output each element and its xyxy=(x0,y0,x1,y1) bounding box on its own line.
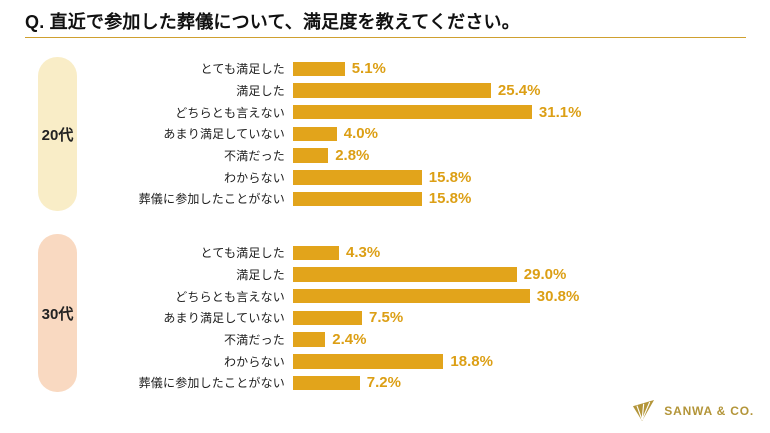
category-label: とても満足した xyxy=(200,246,285,261)
age-group-pill-30s: 30代 xyxy=(38,234,77,392)
category-label: どちらとも言えない xyxy=(175,289,285,304)
value-label: 2.4% xyxy=(332,331,367,349)
bar-chart-30s: とても満足した 4.3% 満足した 29.0% どちらとも言えない 30.8% あまり満足し… xyxy=(77,242,580,394)
bar xyxy=(293,375,360,391)
chart-row: 葬儀に参加したことがない 15.8% xyxy=(77,188,581,210)
value-label: 15.8% xyxy=(428,168,472,186)
chart-row: あまり満足していない 4.0% xyxy=(77,123,581,145)
chart-row: とても満足した 4.3% xyxy=(77,242,579,264)
bar xyxy=(293,267,517,282)
category-label: あまり満足していない xyxy=(163,311,285,326)
age-group-pill-20s: 20代 xyxy=(38,57,77,211)
company-logo: SANWA & CO. xyxy=(632,399,754,422)
category-label: 満足した xyxy=(236,268,285,283)
bar xyxy=(293,104,532,120)
bar xyxy=(293,126,337,142)
value-label: 15.8% xyxy=(428,190,472,208)
value-label: 2.8% xyxy=(335,147,370,165)
category-label: 満足した xyxy=(236,84,285,99)
category-label: わからない xyxy=(223,170,285,185)
chart-row: わからない 18.8% xyxy=(77,350,579,372)
category-label: わからない xyxy=(223,354,285,369)
bar xyxy=(293,310,362,326)
bar xyxy=(293,245,339,261)
chart-row: わからない 15.8% xyxy=(77,166,581,188)
category-label: 不満だった xyxy=(223,149,285,164)
bar xyxy=(293,61,345,77)
value-label: 5.1% xyxy=(351,60,386,78)
category-label: 葬儀に参加したことがない xyxy=(138,192,285,207)
chart-row: あまり満足していない 7.5% xyxy=(77,307,579,329)
category-label: とても満足した xyxy=(200,62,285,77)
chart-row: どちらとも言えない 31.1% xyxy=(77,101,581,123)
value-label: 4.3% xyxy=(346,244,381,262)
value-label: 4.0% xyxy=(343,125,378,143)
category-label: 不満だった xyxy=(223,333,285,348)
category-label: あまり満足していない xyxy=(163,127,285,142)
bar xyxy=(293,148,329,163)
bar xyxy=(293,288,530,304)
paper-plane-icon xyxy=(633,399,655,422)
chart-row: 満足した 25.4% xyxy=(77,80,581,102)
age-group-label-30s: 30代 xyxy=(41,305,74,323)
bar xyxy=(293,332,326,347)
value-label: 7.2% xyxy=(366,374,401,392)
bar xyxy=(293,83,491,98)
chart-row: 不満だった 2.8% xyxy=(77,145,581,167)
bar xyxy=(293,191,422,207)
value-label: 7.5% xyxy=(369,309,404,327)
value-label: 18.8% xyxy=(450,352,493,370)
bar xyxy=(293,354,444,369)
title-divider xyxy=(25,37,746,38)
chart-row: 不満だった 2.4% xyxy=(77,329,579,351)
company-logo-text: SANWA & CO. xyxy=(664,403,754,418)
chart-row: どちらとも言えない 30.8% xyxy=(77,285,579,307)
value-label: 25.4% xyxy=(497,82,541,100)
chart-row: 葬儀に参加したことがない 7.2% xyxy=(77,372,579,394)
bar-chart-20s: とても満足した 5.1% 満足した 25.4% どちらとも言えない 31.1% あまり満足し… xyxy=(77,58,582,210)
chart-row: 満足した 29.0% xyxy=(77,264,579,286)
bar xyxy=(293,170,422,185)
category-label: 葬儀に参加したことがない xyxy=(138,376,285,391)
value-label: 31.1% xyxy=(538,103,582,121)
age-group-label-20s: 20代 xyxy=(41,126,74,144)
page-title: Q. 直近で参加した葬儀について、満足度を教えてください。 xyxy=(25,12,520,32)
value-label: 29.0% xyxy=(523,266,567,284)
value-label: 30.8% xyxy=(536,287,580,305)
category-label: どちらとも言えない xyxy=(175,105,285,120)
chart-row: とても満足した 5.1% xyxy=(77,58,581,80)
